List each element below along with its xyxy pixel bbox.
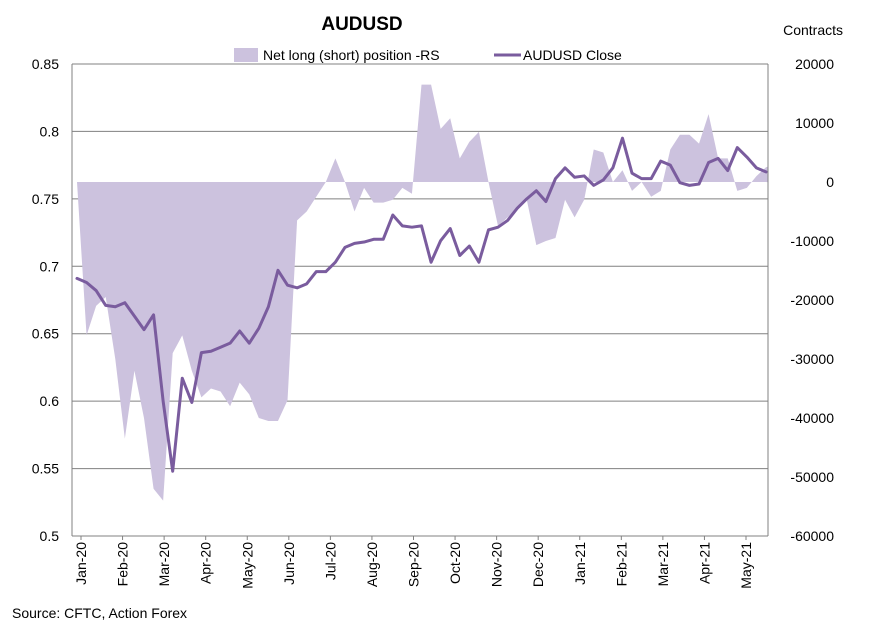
x-tick-label: Feb-21 bbox=[613, 542, 629, 587]
left-tick-label: 0.7 bbox=[40, 258, 60, 274]
audusd-close-line bbox=[75, 136, 768, 473]
chart-title: AUDUSD bbox=[321, 14, 402, 35]
net-position-area bbox=[77, 84, 768, 501]
x-tick-label: May-20 bbox=[239, 542, 255, 589]
plot-frame bbox=[71, 64, 769, 536]
x-tick-label: Apr-20 bbox=[198, 542, 214, 584]
x-tick-label: Jan-21 bbox=[572, 542, 588, 585]
x-tick-label: May-21 bbox=[738, 542, 754, 589]
right-tick-label: -10000 bbox=[790, 233, 834, 249]
right-axis-title: Contracts bbox=[783, 22, 843, 38]
right-tick-label: -40000 bbox=[790, 410, 834, 426]
x-tick-label: Jan-20 bbox=[73, 542, 89, 585]
legend-label-net-position: Net long (short) position -RS bbox=[263, 47, 440, 63]
audusd-close-line-layer bbox=[75, 136, 768, 473]
x-tick-label: Oct-20 bbox=[447, 542, 463, 584]
x-tick-label: Mar-20 bbox=[156, 542, 172, 587]
x-tick-label: Feb-20 bbox=[115, 542, 131, 587]
legend-swatch-net-position bbox=[234, 48, 258, 62]
right-tick-label: -20000 bbox=[790, 292, 834, 308]
right-tick-label: -50000 bbox=[790, 469, 834, 485]
left-tick-label: 0.55 bbox=[32, 461, 59, 477]
source-note: Source: CFTC, Action Forex bbox=[12, 605, 187, 621]
x-tick-label: Nov-20 bbox=[489, 542, 505, 587]
left-tick-label: 0.75 bbox=[32, 191, 59, 207]
left-tick-label: 0.8 bbox=[40, 123, 60, 139]
x-tick-label: Jul-20 bbox=[322, 542, 338, 580]
x-tick-label: Mar-21 bbox=[655, 542, 671, 587]
right-tick-label: -30000 bbox=[790, 351, 834, 367]
left-tick-label: 0.6 bbox=[40, 393, 60, 409]
x-tick-label: Sep-20 bbox=[406, 542, 422, 587]
x-axis-tick-labels: Jan-20 Feb-20 Mar-20 Apr-20 May-20 Jun-20 Jul-… bbox=[73, 536, 754, 589]
left-tick-label: 0.65 bbox=[32, 326, 59, 342]
x-tick-label: Jun-20 bbox=[281, 542, 297, 585]
right-axis-tick-labels: -60000 -50000 -40000 -30000 -20000 -10000 0 100… bbox=[790, 56, 834, 544]
left-axis-tick-labels: 0.5 0.55 0.6 0.65 0.7 0.75 0.8 0.85 bbox=[32, 56, 59, 544]
x-tick-label: Dec-20 bbox=[530, 542, 546, 587]
net-position-area-layer bbox=[77, 84, 768, 501]
right-tick-label: 20000 bbox=[795, 56, 834, 72]
x-tick-label: Aug-20 bbox=[364, 542, 380, 587]
right-tick-label: 10000 bbox=[795, 115, 834, 131]
left-tick-label: 0.5 bbox=[40, 528, 60, 544]
legend: Net long (short) position -RS AUDUSD Clo… bbox=[234, 47, 622, 63]
right-tick-label: -60000 bbox=[790, 528, 834, 544]
x-tick-label: Apr-21 bbox=[696, 542, 712, 584]
left-tick-label: 0.85 bbox=[32, 56, 59, 72]
legend-label-audusd-close: AUDUSD Close bbox=[523, 47, 622, 63]
right-tick-label: 0 bbox=[826, 174, 834, 190]
